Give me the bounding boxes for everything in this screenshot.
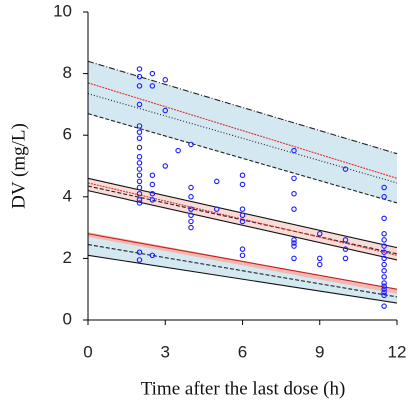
observation (136, 172, 143, 178)
observation (381, 286, 387, 292)
observation (316, 231, 323, 237)
percentile-line (87, 182, 398, 256)
observation (316, 261, 323, 268)
y-tick-label: 2 (63, 248, 72, 267)
observation (381, 289, 387, 296)
observation (239, 252, 246, 259)
observation (214, 178, 220, 185)
x-axis-title: Time after the last dose (h) (141, 378, 346, 399)
observation (188, 218, 194, 225)
observation (239, 212, 246, 219)
observation (239, 218, 246, 225)
percentile-line (87, 243, 398, 298)
observation (381, 184, 387, 191)
observation (136, 83, 143, 89)
observation (136, 144, 143, 151)
x-tick-label: 6 (238, 342, 247, 361)
observation (291, 243, 297, 249)
observation (291, 190, 297, 197)
observation (381, 274, 387, 280)
observation (136, 123, 143, 129)
observation (342, 237, 349, 243)
observation (149, 172, 156, 178)
observation (342, 166, 349, 172)
percentile-line (87, 254, 398, 304)
y-tick-label: 6 (63, 125, 72, 144)
observation (162, 163, 169, 169)
observation (291, 206, 297, 212)
observation (149, 181, 156, 188)
observation (381, 249, 387, 255)
observation (136, 135, 143, 142)
y-axis-title: DV (mg/L) (8, 123, 29, 209)
observation (175, 147, 181, 154)
observation (381, 231, 387, 237)
observation (188, 212, 194, 219)
observation (162, 77, 169, 83)
observation (136, 249, 143, 255)
observation (381, 255, 387, 262)
percentile-line (87, 60, 398, 155)
observation (316, 255, 323, 262)
y-tick-label: 8 (63, 63, 72, 82)
observation (381, 292, 387, 299)
observation (381, 283, 387, 289)
observation (239, 172, 246, 178)
observation (162, 107, 169, 114)
observation (136, 197, 143, 203)
observation (291, 240, 297, 246)
observation (149, 190, 156, 197)
observation (291, 255, 297, 262)
observation (136, 129, 143, 135)
observation (136, 160, 143, 166)
observation (188, 206, 194, 212)
observation (291, 237, 297, 243)
observation (381, 261, 387, 268)
observation (188, 224, 194, 231)
band (88, 61, 397, 203)
x-tick-label: 9 (315, 342, 324, 361)
observation (188, 184, 194, 191)
observation (381, 280, 387, 286)
observation (136, 200, 143, 206)
observation (136, 184, 143, 191)
observation (239, 246, 246, 252)
observation (136, 257, 143, 263)
observation (188, 194, 194, 200)
x-tick-label: 3 (161, 342, 170, 361)
observation (239, 181, 246, 188)
observation (381, 303, 387, 309)
percentile-line (87, 233, 398, 290)
observation (291, 147, 297, 154)
observation (149, 83, 156, 89)
observation (381, 267, 387, 274)
y-tick-label: 10 (53, 1, 72, 20)
observation (136, 178, 143, 185)
observation (214, 206, 220, 212)
observation (381, 237, 387, 243)
observation (381, 243, 387, 249)
observation (342, 255, 349, 262)
observation (136, 101, 143, 108)
observation (136, 66, 143, 72)
observation (381, 194, 387, 200)
observation (136, 154, 143, 160)
y-tick-label: 0 (63, 309, 72, 328)
y-tick-label: 4 (63, 186, 72, 205)
x-tick-label: 0 (83, 342, 92, 361)
percentile-line (87, 185, 398, 255)
observation (381, 215, 387, 222)
observation (149, 197, 156, 203)
observation (291, 175, 297, 182)
observation (136, 73, 143, 80)
observation (136, 166, 143, 172)
x-tick-label: 12 (388, 342, 407, 361)
observation (149, 70, 156, 77)
observation (188, 141, 194, 148)
observation (136, 190, 143, 197)
observation (342, 246, 349, 252)
observation (239, 206, 246, 212)
observation (149, 252, 156, 259)
